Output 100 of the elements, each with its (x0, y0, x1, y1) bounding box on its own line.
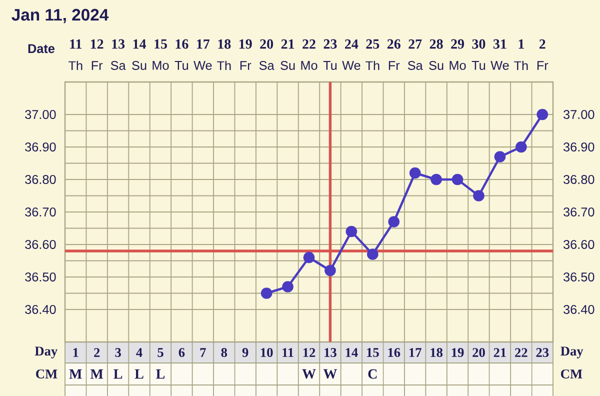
text: CM (561, 370, 582, 378)
text: We (194, 61, 212, 70)
y-tick-label: 36.50 (25, 272, 56, 282)
y2-tick-label: 36.90 (564, 142, 594, 152)
point (452, 174, 464, 186)
text: Tu (174, 61, 188, 70)
chart-title: Jan 11, 2024 (12, 8, 109, 24)
text: Fr (240, 61, 252, 70)
x2-tick-label: 1 (518, 39, 524, 49)
text: Th (514, 60, 528, 70)
text: Sa (259, 60, 274, 70)
point (366, 248, 378, 260)
x-tick-label: 16 (388, 348, 400, 357)
x-tick-label: 5 (158, 348, 164, 357)
x2-tick-label: 15 (154, 39, 167, 49)
x-tick-label: 1 (73, 348, 78, 357)
text: M (69, 369, 82, 379)
y-tick-label: 36.80 (25, 175, 56, 184)
y2-tick-label: 36.60 (564, 240, 594, 249)
text: L (114, 369, 122, 379)
x2-tick-label: 30 (472, 39, 486, 49)
text: M (90, 369, 104, 379)
point (324, 264, 336, 276)
x-tick-label: 15 (367, 348, 379, 357)
text: Mo (301, 61, 318, 70)
point (260, 288, 272, 299)
x2-tick-label: 12 (90, 39, 104, 49)
x2-tick-label: 28 (430, 39, 443, 49)
point (388, 216, 400, 228)
x2-tick-label: 14 (133, 39, 146, 49)
x-tick-label: 22 (515, 348, 528, 357)
point (536, 108, 548, 120)
x2-tick-label: 16 (176, 39, 188, 49)
x2-tick-label: 27 (408, 39, 422, 49)
x2-tick-label: 26 (387, 39, 400, 49)
text: We (490, 61, 509, 70)
text: Fr (388, 61, 400, 70)
point (473, 190, 484, 202)
x2-tick-label: 31 (493, 39, 506, 49)
text: Day (560, 346, 584, 358)
text: Th (366, 60, 380, 70)
x2-tick-label: 13 (112, 39, 125, 49)
x-tick-label: 11 (282, 348, 294, 357)
x-tick-label: 4 (136, 348, 142, 357)
y2-tick-label: 36.50 (564, 272, 594, 282)
x2-tick-label: 17 (197, 39, 210, 49)
x-tick-label: 23 (536, 348, 549, 357)
x-tick-label: 18 (430, 348, 443, 358)
y-tick-label: 36.70 (25, 208, 56, 216)
x2-tick-label: 20 (260, 39, 274, 49)
text: Tu (472, 61, 486, 70)
text: We (342, 61, 360, 70)
text: Sa (110, 60, 126, 70)
text: CM (36, 370, 58, 378)
x-tick-label: 8 (221, 348, 228, 358)
x-tick-label: 13 (324, 348, 336, 357)
x2-axis-title: Date (28, 44, 55, 54)
x2-tick-label: 25 (366, 39, 380, 49)
text: Th (68, 60, 82, 70)
y2-tick-label: 36.70 (564, 208, 594, 216)
text: Su (429, 60, 444, 70)
text: Su (132, 60, 146, 70)
text: W (302, 369, 316, 379)
x-tick-label: 2 (94, 348, 100, 357)
y2-tick-label: 37.00 (564, 110, 594, 119)
y-tick-label: 36.40 (25, 305, 56, 314)
text: Fr (537, 61, 548, 70)
x-axis-title: Day (34, 346, 58, 358)
x-tick-label: 17 (409, 348, 422, 357)
point (494, 151, 506, 162)
point (409, 167, 421, 179)
y-tick-label: 36.90 (25, 142, 56, 152)
x-tick-label: 6 (178, 348, 185, 357)
x-tick-label: 20 (472, 348, 485, 358)
x2-tick-label: 19 (239, 39, 252, 49)
text: W (323, 369, 337, 379)
x2-tick-label: 18 (218, 39, 231, 49)
y-tick-label: 37.00 (25, 110, 56, 119)
point (282, 281, 294, 292)
text: Fr (92, 61, 103, 70)
text: C (368, 369, 377, 379)
x2-tick-label: 11 (70, 39, 82, 49)
text: Mo (152, 61, 169, 70)
point (303, 252, 315, 264)
text: L (156, 369, 165, 379)
text: Mo (450, 61, 466, 70)
text: L (134, 369, 144, 379)
text: Sa (408, 60, 423, 70)
text: Th (217, 60, 231, 70)
y-tick-label: 36.60 (25, 240, 56, 249)
y2-tick-label: 36.80 (564, 175, 594, 184)
x2-tick-label: 21 (281, 39, 294, 49)
x-tick-label: 12 (303, 348, 316, 357)
x2-tick-label: 2 (539, 39, 546, 49)
point (346, 226, 358, 238)
point (516, 141, 527, 153)
x-tick-label: 9 (242, 348, 248, 357)
x2-tick-label: 23 (324, 39, 337, 49)
text: Su (280, 60, 295, 70)
text: Tu (323, 61, 337, 70)
